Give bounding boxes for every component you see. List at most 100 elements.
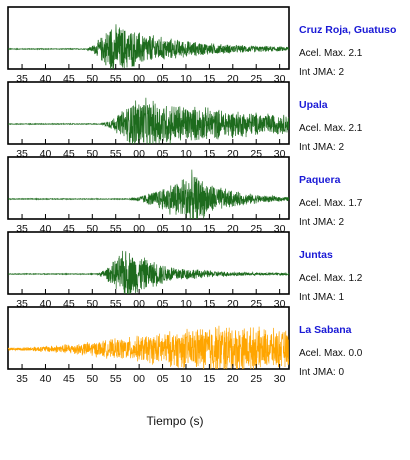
x-tick-label: 00 bbox=[133, 298, 145, 310]
x-tick-label: 10 bbox=[180, 73, 192, 85]
x-tick-label: 20 bbox=[227, 223, 239, 235]
acceleration-max-value: 2.1 bbox=[348, 48, 363, 59]
jma-intensity: Int JMA: 2 bbox=[299, 67, 407, 78]
x-tick-label: 45 bbox=[63, 73, 75, 85]
jma-intensity-value: 2 bbox=[338, 67, 345, 78]
x-tick-label: 40 bbox=[40, 148, 52, 160]
x-tick-label: 40 bbox=[40, 298, 52, 310]
x-tick-label: 30 bbox=[274, 298, 286, 310]
station-name: Juntas bbox=[299, 249, 333, 261]
x-tick-label: 25 bbox=[250, 148, 262, 160]
x-tick-label: 05 bbox=[157, 373, 169, 385]
seismogram-panel-frame bbox=[7, 156, 290, 220]
x-tick-label: 00 bbox=[133, 148, 145, 160]
x-tick-label: 00 bbox=[133, 373, 145, 385]
station-info: La Sabana Acel. Max. 0.0 Int JMA: 0 bbox=[299, 324, 407, 378]
x-tick-label: 30 bbox=[274, 223, 286, 235]
acceleration-max-prefix: Acel. Max. bbox=[299, 348, 346, 359]
x-tick-label: 50 bbox=[86, 223, 98, 235]
station-name: Paquera bbox=[299, 174, 341, 186]
x-tick-label: 55 bbox=[110, 73, 122, 85]
acceleration-max-prefix: Acel. Max. bbox=[299, 48, 346, 59]
station-info: Cruz Roja, Guatuso Acel. Max. 2.1 Int JMA:… bbox=[299, 24, 407, 78]
acceleration-max-value: 1.2 bbox=[348, 273, 363, 284]
x-tick-label: 25 bbox=[250, 73, 262, 85]
acceleration-max-value: 2.1 bbox=[348, 123, 363, 134]
x-tick-label: 05 bbox=[157, 73, 169, 85]
acceleration-max-value: 0.0 bbox=[348, 348, 363, 359]
x-tick-label: 45 bbox=[63, 223, 75, 235]
jma-intensity-prefix: Int JMA: bbox=[299, 67, 336, 78]
x-tick-label: 05 bbox=[157, 148, 169, 160]
x-tick-label: 55 bbox=[110, 373, 122, 385]
x-tick-label: 25 bbox=[250, 373, 262, 385]
x-tick-label: 10 bbox=[180, 148, 192, 160]
x-tick-label: 25 bbox=[250, 298, 262, 310]
x-tick-label: 20 bbox=[227, 298, 239, 310]
x-tick-label: 15 bbox=[204, 223, 216, 235]
x-tick-label: 35 bbox=[16, 223, 28, 235]
waveform-trace bbox=[8, 169, 289, 219]
x-tick-label: 50 bbox=[86, 298, 98, 310]
jma-intensity-value: 2 bbox=[338, 217, 345, 228]
station-name: La Sabana bbox=[299, 324, 352, 336]
station-info: Paquera Acel. Max. 1.7 Int JMA: 2 bbox=[299, 174, 407, 228]
jma-intensity-prefix: Int JMA: bbox=[299, 142, 336, 153]
station-name: Upala bbox=[299, 99, 328, 111]
x-tick-label: 55 bbox=[110, 148, 122, 160]
jma-intensity-prefix: Int JMA: bbox=[299, 217, 336, 228]
waveform-trace bbox=[8, 24, 289, 69]
x-tick-label: 20 bbox=[227, 148, 239, 160]
jma-intensity-value: 1 bbox=[338, 292, 345, 303]
x-tick-label: 30 bbox=[274, 148, 286, 160]
x-tick-label: 45 bbox=[63, 373, 75, 385]
x-tick-label: 00 bbox=[133, 73, 145, 85]
seismogram-panel-frame bbox=[7, 6, 290, 70]
jma-intensity: Int JMA: 2 bbox=[299, 217, 407, 228]
x-tick-label: 50 bbox=[86, 73, 98, 85]
x-axis-label: Tiempo (s) bbox=[146, 414, 204, 428]
jma-intensity: Int JMA: 2 bbox=[299, 142, 407, 153]
acceleration-max: Acel. Max. 0.0 bbox=[299, 348, 407, 359]
x-tick-label: 45 bbox=[63, 148, 75, 160]
x-tick-label: 20 bbox=[227, 373, 239, 385]
x-tick-label: 40 bbox=[40, 73, 52, 85]
x-tick-label: 10 bbox=[180, 223, 192, 235]
x-tick-label: 30 bbox=[274, 373, 286, 385]
x-tick-label: 50 bbox=[86, 373, 98, 385]
x-tick-label: 55 bbox=[110, 223, 122, 235]
x-tick-label: 35 bbox=[16, 73, 28, 85]
acceleration-max-prefix: Acel. Max. bbox=[299, 273, 346, 284]
jma-intensity-value: 2 bbox=[338, 142, 345, 153]
acceleration-max-prefix: Acel. Max. bbox=[299, 198, 346, 209]
x-tick-label: 35 bbox=[16, 298, 28, 310]
x-tick-label: 15 bbox=[204, 298, 216, 310]
waveform-trace bbox=[8, 325, 289, 369]
x-tick-label: 15 bbox=[204, 373, 216, 385]
x-tick-label: 20 bbox=[227, 73, 239, 85]
station-name: Cruz Roja, Guatuso bbox=[299, 24, 397, 36]
acceleration-max: Acel. Max. 1.2 bbox=[299, 273, 407, 284]
jma-intensity-value: 0 bbox=[338, 367, 345, 378]
x-tick-label: 40 bbox=[40, 373, 52, 385]
jma-intensity-prefix: Int JMA: bbox=[299, 292, 336, 303]
x-tick-label: 35 bbox=[16, 148, 28, 160]
jma-intensity: Int JMA: 0 bbox=[299, 367, 407, 378]
x-tick-label: 05 bbox=[157, 298, 169, 310]
x-tick-label: 00 bbox=[133, 223, 145, 235]
x-tick-label: 10 bbox=[180, 298, 192, 310]
waveform-trace bbox=[8, 250, 289, 294]
acceleration-max-prefix: Acel. Max. bbox=[299, 123, 346, 134]
acceleration-max: Acel. Max. 2.1 bbox=[299, 123, 407, 134]
x-tick-label: 30 bbox=[274, 73, 286, 85]
jma-intensity-prefix: Int JMA: bbox=[299, 367, 336, 378]
acceleration-max-value: 1.7 bbox=[348, 198, 363, 209]
x-tick-label: 15 bbox=[204, 148, 216, 160]
station-info: Juntas Acel. Max. 1.2 Int JMA: 1 bbox=[299, 249, 407, 303]
x-tick-label: 50 bbox=[86, 148, 98, 160]
seismogram-panel-frame bbox=[7, 231, 290, 295]
x-tick-label: 15 bbox=[204, 73, 216, 85]
waveform-trace bbox=[8, 97, 289, 144]
x-tick-label: 10 bbox=[180, 373, 192, 385]
